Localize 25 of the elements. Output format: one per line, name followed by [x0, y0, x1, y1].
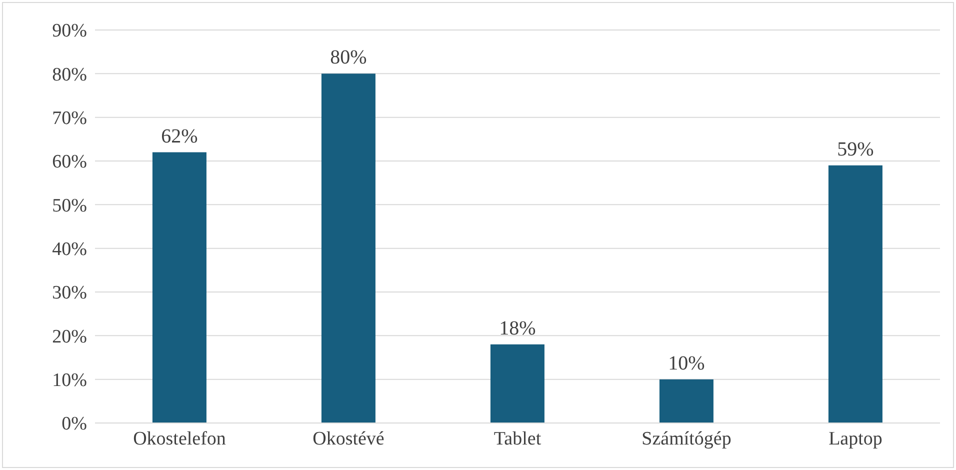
y-tick-label: 20% [52, 326, 88, 348]
bar [321, 74, 376, 423]
y-tick-label: 0% [62, 414, 88, 435]
bar [659, 379, 714, 423]
data-label: 10% [668, 352, 705, 374]
y-tick-label: 80% [52, 64, 88, 86]
data-label: 18% [499, 317, 536, 340]
y-tick-label: 10% [52, 370, 88, 392]
data-label: 62% [161, 125, 198, 148]
y-tick-label: 50% [52, 195, 88, 216]
data-label: 80% [330, 46, 367, 69]
x-tick-label: Laptop [828, 428, 882, 450]
y-tick-label: 70% [52, 108, 88, 130]
bar [152, 152, 206, 423]
y-tick-label: 60% [52, 152, 88, 173]
data-label: 59% [837, 138, 874, 160]
x-tick-label: Tablet [494, 428, 542, 450]
x-tick-label: Okostelefon [133, 428, 226, 450]
bar [828, 165, 882, 423]
y-tick-label: 90% [52, 20, 88, 42]
x-tick-label: Okostévé [312, 428, 384, 450]
y-tick-label: 40% [52, 239, 88, 260]
y-tick-label: 30% [52, 282, 88, 304]
bar [490, 344, 544, 423]
x-tick-label: Számítógép [642, 428, 732, 450]
